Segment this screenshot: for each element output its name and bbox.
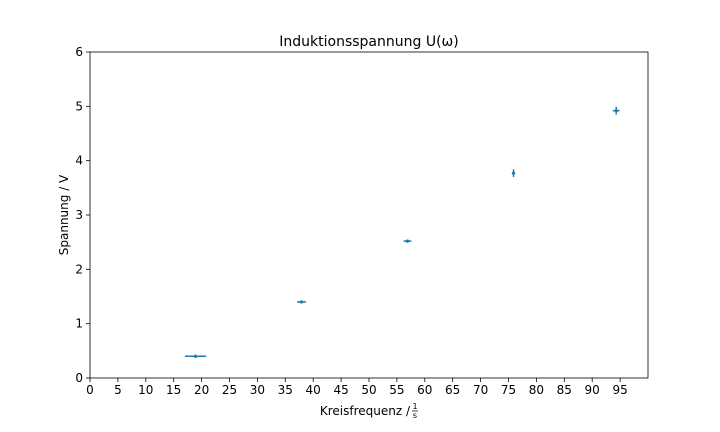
x-tick-label: 95 [612, 383, 627, 397]
x-tick-label: 30 [250, 383, 265, 397]
chart-title: Induktionsspannung U(ω) [279, 34, 458, 50]
data-point [612, 106, 620, 115]
point-marker [405, 239, 410, 243]
data-point [184, 354, 207, 358]
x-axis-label-text: Kreisfrequenz / [320, 404, 411, 418]
x-tick-label: 25 [222, 383, 237, 397]
y-tick-label: 6 [75, 45, 83, 59]
y-tick-label: 2 [75, 262, 83, 276]
x-tick-label: 80 [529, 383, 544, 397]
x-axis: 0 5 10 15 20 25 30 35 40 45 50 55 60 65 70 75 80 85 90 95 [86, 378, 628, 397]
x-tick-label: 50 [361, 383, 376, 397]
y-tick-label: 1 [75, 317, 83, 331]
x-tick-label: 15 [166, 383, 181, 397]
x-tick-label: 60 [417, 383, 432, 397]
x-tick-label: 0 [86, 383, 94, 397]
data-points [184, 106, 620, 358]
x-tick-label: 90 [585, 383, 600, 397]
x-tick-label: 65 [445, 383, 460, 397]
y-axis: 0 1 2 3 4 5 6 [75, 45, 90, 385]
data-point [403, 239, 412, 243]
data-point [511, 169, 516, 177]
x-axis-label-numerator: 1 [412, 402, 417, 411]
point-marker [193, 354, 198, 358]
x-tick-label: 20 [194, 383, 209, 397]
x-tick-label: 45 [333, 383, 348, 397]
y-tick-label: 0 [75, 371, 83, 385]
x-tick-label: 55 [389, 383, 404, 397]
point-marker [511, 171, 516, 175]
x-axis-label: Kreisfrequenz / 1 s [320, 402, 418, 420]
data-point [297, 300, 306, 304]
point-marker [614, 109, 618, 113]
plot-area [89, 51, 649, 379]
x-tick-label: 40 [306, 383, 321, 397]
x-axis-label-denominator: s [413, 411, 417, 420]
y-tick-label: 5 [75, 99, 83, 113]
x-tick-label: 85 [557, 383, 572, 397]
point-marker [299, 300, 304, 304]
y-tick-label: 3 [75, 208, 83, 222]
x-tick-label: 5 [114, 383, 122, 397]
x-tick-label: 35 [278, 383, 293, 397]
y-tick-label: 4 [75, 154, 83, 168]
x-tick-label: 75 [501, 383, 516, 397]
y-axis-label: Spannung / V [57, 174, 71, 255]
x-tick-label: 70 [473, 383, 488, 397]
x-tick-label: 10 [138, 383, 153, 397]
